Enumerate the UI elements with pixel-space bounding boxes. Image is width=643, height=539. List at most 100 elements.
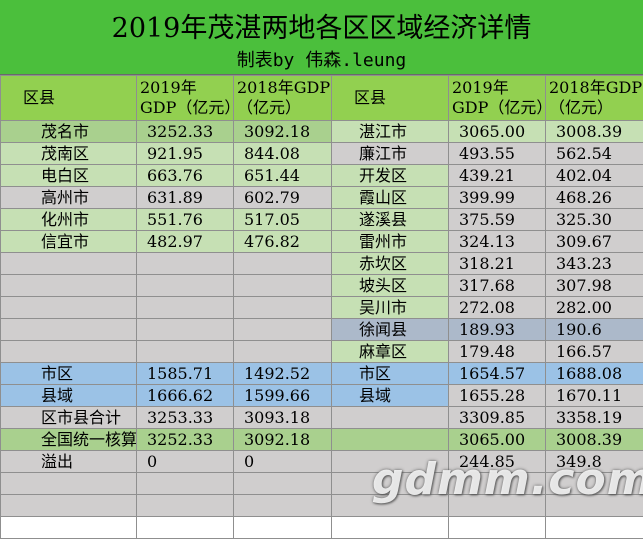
right-area-cell: 遂溪县 — [331, 208, 449, 231]
left-gdp2018-cell: 1599.66 — [233, 384, 332, 407]
right-gdp2018-cell: 3358.19 — [545, 406, 643, 429]
right-gdp2019-cell: 179.48 — [448, 340, 546, 363]
left-gdp2018-cell: 0 — [233, 450, 332, 473]
left-area-cell — [0, 274, 137, 297]
right-area-cell: 赤坎区 — [331, 252, 449, 275]
left-gdp2019-cell: 663.76 — [136, 164, 234, 187]
left-gdp2018-cell: 517.05 — [233, 208, 332, 231]
left-area-cell: 电白区 — [0, 164, 137, 187]
right-gdp2018-cell: 190.6 — [545, 318, 643, 341]
left-gdp2018-cell: 3092.18 — [233, 120, 332, 143]
table-row: 全国统一核算 3252.33 3092.18 3065.00 3008.39 — [0, 428, 643, 451]
right-gdp2018-cell: 1688.08 — [545, 362, 643, 385]
left-gdp2018-cell: 1492.52 — [233, 362, 332, 385]
left-gdp2019-cell — [136, 340, 234, 363]
table-row: 市区 1585.71 1492.52 市区 1654.57 1688.08 — [0, 362, 643, 385]
left-gdp2019-cell: 631.89 — [136, 186, 234, 209]
left-gdp2018-cell — [233, 274, 332, 297]
right-gdp2018-cell — [545, 516, 643, 539]
left-area-cell: 市区 — [0, 362, 137, 385]
header-gdp2018-right: 2018年GDP（亿元） — [545, 75, 643, 121]
left-area-cell: 化州市 — [0, 208, 137, 231]
left-gdp2019-cell — [136, 494, 234, 517]
left-gdp2018-cell — [233, 472, 332, 495]
right-gdp2019-cell: 244.85 — [448, 450, 546, 473]
table-row: 茂名市 3252.33 3092.18 湛江市 3065.00 3008.39 — [0, 120, 643, 143]
right-gdp2019-cell: 439.21 — [448, 164, 546, 187]
header-gdp2019-right: 2019年GDP（亿元） — [448, 75, 546, 121]
table-row — [0, 494, 643, 517]
left-gdp2018-cell — [233, 318, 332, 341]
right-area-cell — [331, 494, 449, 517]
left-gdp2019-cell: 482.97 — [136, 230, 234, 253]
left-gdp2018-cell — [233, 494, 332, 517]
header-gdp2018-left: 2018年GDP（亿元） — [233, 75, 332, 121]
left-area-cell: 区市县合计 — [0, 406, 137, 429]
left-gdp2019-cell — [136, 516, 234, 539]
right-gdp2019-cell — [448, 516, 546, 539]
left-area-cell — [0, 516, 137, 539]
left-gdp2018-cell: 651.44 — [233, 164, 332, 187]
left-gdp2018-cell: 844.08 — [233, 142, 332, 165]
table-row: 徐闻县 189.93 190.6 — [0, 318, 643, 341]
left-area-cell — [0, 340, 137, 363]
table-row — [0, 472, 643, 495]
table-row — [0, 516, 643, 539]
left-gdp2018-cell — [233, 340, 332, 363]
header-row: 区县 2019年GDP（亿元） 2018年GDP（亿元） 区县 2019年GDP… — [0, 75, 643, 121]
right-gdp2019-cell: 493.55 — [448, 142, 546, 165]
left-gdp2019-cell: 3253.33 — [136, 406, 234, 429]
right-gdp2019-cell — [448, 494, 546, 517]
left-gdp2019-cell: 921.95 — [136, 142, 234, 165]
right-gdp2018-cell: 468.26 — [545, 186, 643, 209]
table-row: 高州市 631.89 602.79 霞山区 399.99 468.26 — [0, 186, 643, 209]
right-gdp2018-cell: 325.30 — [545, 208, 643, 231]
left-gdp2018-cell — [233, 296, 332, 319]
right-area-cell: 市区 — [331, 362, 449, 385]
right-gdp2018-cell: 402.04 — [545, 164, 643, 187]
right-gdp2018-cell: 1670.11 — [545, 384, 643, 407]
table-row: 电白区 663.76 651.44 开发区 439.21 402.04 — [0, 164, 643, 187]
left-gdp2018-cell: 3092.18 — [233, 428, 332, 451]
right-gdp2019-cell: 375.59 — [448, 208, 546, 231]
right-gdp2019-cell: 3309.85 — [448, 406, 546, 429]
left-gdp2019-cell: 0 — [136, 450, 234, 473]
right-gdp2018-cell: 307.98 — [545, 274, 643, 297]
left-area-cell — [0, 494, 137, 517]
right-gdp2018-cell — [545, 494, 643, 517]
left-area-cell: 溢出 — [0, 450, 137, 473]
left-area-cell — [0, 296, 137, 319]
left-gdp2018-cell — [233, 252, 332, 275]
left-gdp2018-cell — [233, 516, 332, 539]
right-gdp2019-cell: 189.93 — [448, 318, 546, 341]
right-area-cell: 湛江市 — [331, 120, 449, 143]
table-row: 吴川市 272.08 282.00 — [0, 296, 643, 319]
left-gdp2019-cell: 3252.33 — [136, 120, 234, 143]
right-area-cell — [331, 516, 449, 539]
table-row: 区市县合计 3253.33 3093.18 3309.85 3358.19 — [0, 406, 643, 429]
right-gdp2018-cell: 3008.39 — [545, 428, 643, 451]
watermark: gdmm.com — [372, 454, 643, 505]
right-area-cell: 开发区 — [331, 164, 449, 187]
right-gdp2019-cell: 318.21 — [448, 252, 546, 275]
left-gdp2019-cell — [136, 252, 234, 275]
table-row: 茂南区 921.95 844.08 廉江市 493.55 562.54 — [0, 142, 643, 165]
right-area-cell — [331, 406, 449, 429]
header-gdp2019-left: 2019年GDP（亿元） — [136, 75, 234, 121]
table-row: 坡头区 317.68 307.98 — [0, 274, 643, 297]
right-area-cell — [331, 472, 449, 495]
right-gdp2019-cell: 1654.57 — [448, 362, 546, 385]
right-area-cell: 吴川市 — [331, 296, 449, 319]
table-row: 麻章区 179.48 166.57 — [0, 340, 643, 363]
left-gdp2019-cell — [136, 472, 234, 495]
right-gdp2018-cell: 166.57 — [545, 340, 643, 363]
table-row: 赤坎区 318.21 343.23 — [0, 252, 643, 275]
left-area-cell — [0, 472, 137, 495]
right-gdp2018-cell: 562.54 — [545, 142, 643, 165]
left-gdp2018-cell: 476.82 — [233, 230, 332, 253]
right-area-cell: 雷州市 — [331, 230, 449, 253]
table-row: 信宜市 482.97 476.82 雷州市 324.13 309.67 — [0, 230, 643, 253]
title-bar: 2019年茂湛两地各区区域经济详情 制表by 伟森.leung — [0, 0, 643, 75]
right-gdp2019-cell: 1655.28 — [448, 384, 546, 407]
right-gdp2018-cell: 349.8 — [545, 450, 643, 473]
